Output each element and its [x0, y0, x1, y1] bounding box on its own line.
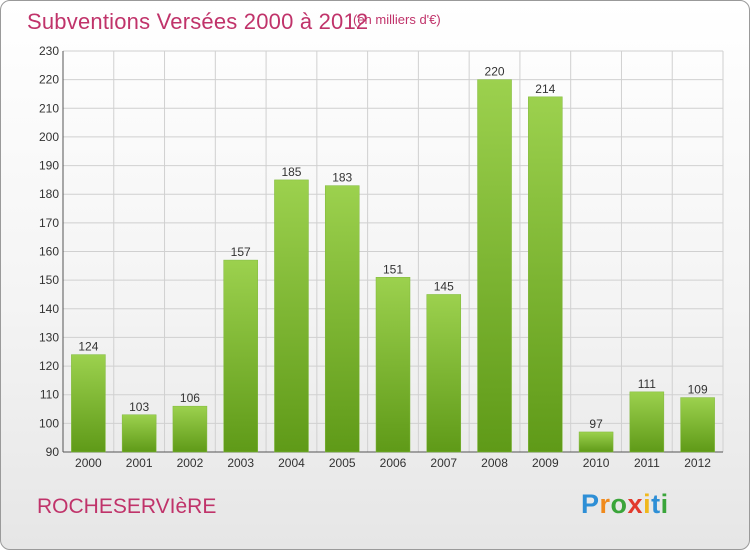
x-tick-label: 2004 — [278, 456, 305, 470]
y-tick-label: 170 — [39, 216, 59, 230]
logo-letter: i — [660, 489, 669, 519]
y-tick-label: 90 — [46, 445, 60, 459]
bar-2001 — [121, 414, 157, 453]
y-tick-label: 180 — [39, 187, 59, 201]
data-label: 103 — [129, 400, 149, 414]
logo-letter: x — [627, 489, 644, 519]
data-label: 157 — [231, 245, 251, 259]
y-tick-label: 150 — [39, 273, 59, 287]
x-tick-label: 2002 — [177, 456, 204, 470]
bars — [71, 79, 715, 453]
y-tick-label: 100 — [39, 416, 59, 430]
bar-2007 — [426, 294, 462, 453]
bar-2011 — [629, 391, 665, 453]
data-label: 183 — [332, 171, 352, 185]
x-tick-label: 2001 — [126, 456, 153, 470]
y-tick-label: 110 — [40, 388, 59, 402]
chart-subtitle: (en milliers d'€) — [353, 12, 441, 27]
bar-2000 — [71, 354, 106, 453]
bar-2008 — [477, 79, 512, 453]
bar-2004 — [274, 179, 309, 453]
x-tick-label: 2009 — [532, 456, 559, 470]
y-tick-label: 120 — [39, 359, 59, 373]
data-label: 124 — [78, 340, 98, 354]
x-tick-label: 2012 — [684, 456, 711, 470]
data-label: 185 — [281, 165, 301, 179]
y-tick-label: 190 — [39, 159, 59, 173]
proxiti-logo: Proxiti — [581, 489, 669, 520]
axes: 90 100 110 120 130 140 150 160 170 180 190 200 210 22… — [39, 44, 723, 470]
bar-2005 — [324, 185, 360, 453]
bar-2002 — [172, 405, 208, 453]
bar-2006 — [375, 277, 411, 453]
data-label: 111 — [638, 377, 657, 391]
town-name: ROCHESERVIèRE — [37, 495, 217, 518]
y-tick-label: 130 — [39, 330, 59, 344]
x-tick-label: 2010 — [583, 456, 610, 470]
logo-letter: t — [651, 489, 661, 519]
data-label: 220 — [485, 65, 505, 79]
data-label: 97 — [589, 417, 603, 431]
x-tick-label: 2000 — [75, 456, 102, 470]
x-tick-label: 2005 — [329, 456, 356, 470]
y-tick-label: 230 — [39, 44, 59, 58]
x-tick-label: 2006 — [380, 456, 407, 470]
y-tick-label: 200 — [39, 130, 59, 144]
x-tick-label: 2008 — [481, 456, 508, 470]
logo-letter: i — [643, 489, 652, 519]
x-tick-label: 2007 — [430, 456, 457, 470]
data-label: 109 — [688, 383, 708, 397]
logo-letter: r — [599, 489, 611, 519]
bar-2009 — [528, 96, 563, 453]
grid-lines — [62, 50, 724, 453]
y-tick-label: 210 — [39, 101, 59, 115]
data-label: 214 — [535, 82, 555, 96]
y-tick-label: 160 — [39, 245, 59, 259]
y-tick-label: 140 — [39, 302, 59, 316]
y-tick-label: 220 — [39, 73, 59, 87]
bar-2003 — [223, 259, 258, 453]
logo-letter: o — [610, 489, 628, 519]
data-label: 106 — [180, 391, 200, 405]
bar-2012 — [680, 397, 715, 453]
labels: 124 103 106 157 185 183 151 145 220 214 97 111 109 — [78, 65, 708, 431]
chart-title: Subventions Versées 2000 à 2012 — [27, 9, 369, 34]
data-label: 145 — [434, 279, 454, 293]
bar-2010 — [578, 431, 614, 453]
x-tick-label: 2011 — [634, 456, 660, 470]
data-label: 151 — [383, 262, 403, 276]
x-tick-label: 2003 — [227, 456, 254, 470]
logo-letter: P — [581, 489, 600, 519]
